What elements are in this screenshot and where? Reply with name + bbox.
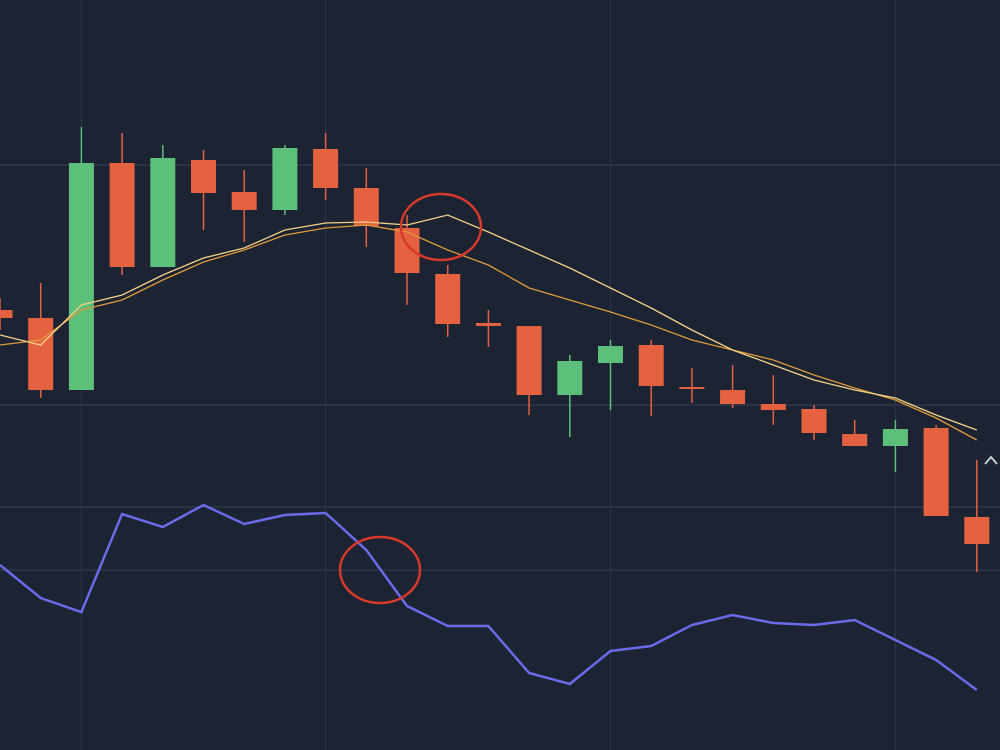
candle-body: [720, 390, 746, 404]
highlight-circle: [399, 192, 483, 262]
candle-body: [475, 323, 501, 326]
candle-body: [28, 318, 54, 390]
candle-body: [679, 387, 705, 389]
candle-body: [68, 163, 94, 390]
candle-body: [231, 192, 257, 210]
candle-body: [313, 149, 339, 188]
candle-body: [964, 517, 990, 544]
candle-body: [191, 160, 217, 193]
candle-body: [760, 404, 786, 410]
candle-body: [353, 188, 379, 226]
series-line: [0, 503, 978, 692]
candle-body: [272, 148, 298, 210]
candle-body: [109, 163, 135, 267]
candle-body: [638, 345, 664, 386]
marks: [0, 127, 990, 692]
scroll-arrow[interactable]: [984, 455, 998, 465]
candle-body: [557, 361, 583, 395]
candle-body: [435, 274, 461, 324]
candle-body: [394, 228, 420, 273]
candle-body: [0, 310, 13, 318]
highlight-circle: [338, 535, 422, 605]
candle-body: [923, 428, 949, 516]
candle-body: [598, 346, 624, 363]
candle-body: [842, 434, 868, 446]
candle-body: [516, 326, 542, 395]
candle-body: [882, 429, 908, 446]
candle-body: [801, 409, 827, 433]
series-line: [0, 224, 978, 441]
candle-body: [150, 158, 176, 267]
series-line: [0, 214, 978, 431]
